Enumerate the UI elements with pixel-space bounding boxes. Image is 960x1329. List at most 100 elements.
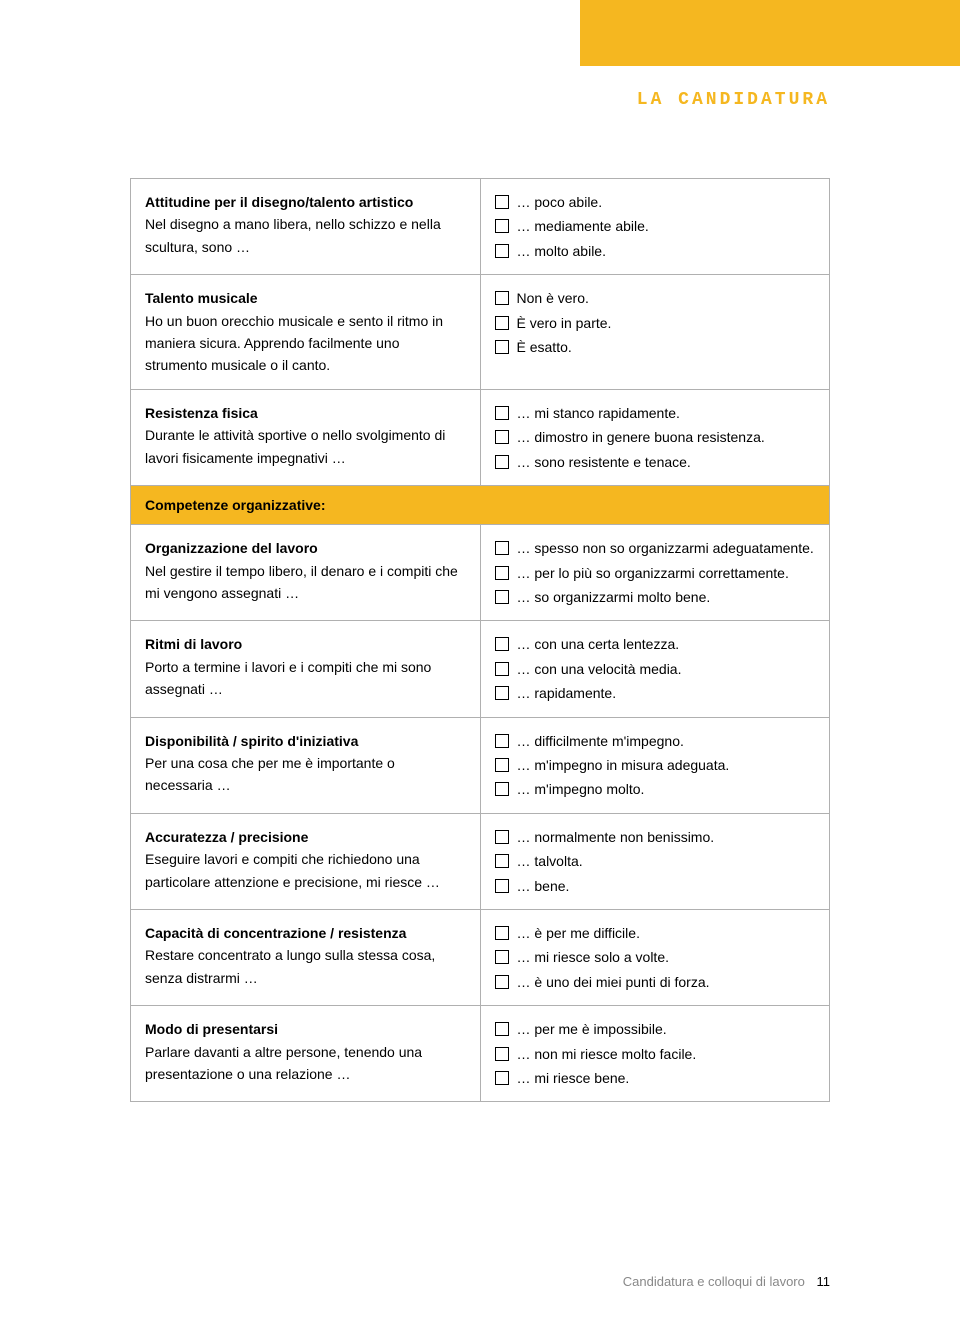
checkbox-icon[interactable] — [495, 340, 509, 354]
page-header: LA CANDIDATURA — [637, 90, 830, 110]
checkbox-icon[interactable] — [495, 566, 509, 580]
question-cell: Organizzazione del lavoro Nel gestire il… — [131, 525, 481, 621]
question-desc: Eseguire lavori e compiti che richiedono… — [145, 851, 440, 889]
checkbox-icon[interactable] — [495, 830, 509, 844]
checkbox-icon[interactable] — [495, 541, 509, 555]
option-label: È vero in parte. — [517, 312, 816, 334]
options-cell: … difficilmente m'impegno. … m'impegno i… — [480, 717, 830, 813]
question-desc: Durante le attività sportive o nello svo… — [145, 427, 445, 465]
option-item: È vero in parte. — [495, 312, 816, 334]
question-cell: Modo di presentarsi Parlare davanti a al… — [131, 1006, 481, 1102]
option-label: … non mi riesce molto facile. — [517, 1043, 816, 1065]
question-cell: Ritmi di lavoro Porto a termine i lavori… — [131, 621, 481, 717]
section-header-row: Competenze organizzative: — [131, 485, 830, 524]
option-label: Non è vero. — [517, 287, 816, 309]
option-item: … mi riesce bene. — [495, 1067, 816, 1089]
checkbox-icon[interactable] — [495, 406, 509, 420]
option-item: … mediamente abile. — [495, 215, 816, 237]
option-item: … molto abile. — [495, 240, 816, 262]
option-item: … difficilmente m'impegno. — [495, 730, 816, 752]
table-row: Resistenza fisica Durante le attività sp… — [131, 389, 830, 485]
option-item: … mi riesce solo a volte. — [495, 946, 816, 968]
option-item: … con una certa lentezza. — [495, 633, 816, 655]
option-label: … difficilmente m'impegno. — [517, 730, 816, 752]
question-cell: Disponibilità / spirito d'iniziativa Per… — [131, 717, 481, 813]
checkbox-icon[interactable] — [495, 734, 509, 748]
option-label: … mi stanco rapidamente. — [517, 402, 816, 424]
assessment-table-wrapper: Attitudine per il disegno/talento artist… — [130, 178, 830, 1102]
question-title: Capacità di concentrazione / resistenza — [145, 925, 406, 941]
option-item: … spesso non so organizzarmi adeguatamen… — [495, 537, 816, 559]
question-desc: Porto a termine i lavori e i compiti che… — [145, 659, 431, 697]
option-item: … rapidamente. — [495, 682, 816, 704]
page-footer: Candidatura e colloqui di lavoro 11 — [623, 1274, 830, 1289]
option-item: … normalmente non benissimo. — [495, 826, 816, 848]
question-title: Talento musicale — [145, 290, 258, 306]
option-label: … mi riesce solo a volte. — [517, 946, 816, 968]
table-row: Modo di presentarsi Parlare davanti a al… — [131, 1006, 830, 1102]
option-label: … con una certa lentezza. — [517, 633, 816, 655]
question-cell: Talento musicale Ho un buon orecchio mus… — [131, 275, 481, 390]
question-cell: Attitudine per il disegno/talento artist… — [131, 179, 481, 275]
table-row: Attitudine per il disegno/talento artist… — [131, 179, 830, 275]
checkbox-icon[interactable] — [495, 244, 509, 258]
checkbox-icon[interactable] — [495, 455, 509, 469]
checkbox-icon[interactable] — [495, 1071, 509, 1085]
option-label: … rapidamente. — [517, 682, 816, 704]
checkbox-icon[interactable] — [495, 1047, 509, 1061]
table-row: Ritmi di lavoro Porto a termine i lavori… — [131, 621, 830, 717]
option-item: … mi stanco rapidamente. — [495, 402, 816, 424]
table-row: Disponibilità / spirito d'iniziativa Per… — [131, 717, 830, 813]
checkbox-icon[interactable] — [495, 1022, 509, 1036]
option-label: … mi riesce bene. — [517, 1067, 816, 1089]
option-item: … so organizzarmi molto bene. — [495, 586, 816, 608]
checkbox-icon[interactable] — [495, 879, 509, 893]
checkbox-icon[interactable] — [495, 316, 509, 330]
checkbox-icon[interactable] — [495, 975, 509, 989]
checkbox-icon[interactable] — [495, 291, 509, 305]
question-title: Disponibilità / spirito d'iniziativa — [145, 733, 358, 749]
checkbox-icon[interactable] — [495, 195, 509, 209]
checkbox-icon[interactable] — [495, 686, 509, 700]
options-cell: … poco abile. … mediamente abile. … molt… — [480, 179, 830, 275]
checkbox-icon[interactable] — [495, 590, 509, 604]
question-desc: Restare concentrato a lungo sulla stessa… — [145, 947, 435, 985]
table-row: Talento musicale Ho un buon orecchio mus… — [131, 275, 830, 390]
question-desc: Parlare davanti a altre persone, tenendo… — [145, 1044, 422, 1082]
table-row: Organizzazione del lavoro Nel gestire il… — [131, 525, 830, 621]
option-label: … m'impegno molto. — [517, 778, 816, 800]
option-label: … talvolta. — [517, 850, 816, 872]
option-item: … m'impegno in misura adeguata. — [495, 754, 816, 776]
options-cell: Non è vero. È vero in parte. È esatto. — [480, 275, 830, 390]
options-cell: … con una certa lentezza. … con una velo… — [480, 621, 830, 717]
table-row: Accuratezza / precisione Eseguire lavori… — [131, 813, 830, 909]
options-cell: … per me è impossibile. … non mi riesce … — [480, 1006, 830, 1102]
page-number: 11 — [817, 1274, 831, 1289]
top-accent-bar — [580, 0, 960, 66]
checkbox-icon[interactable] — [495, 782, 509, 796]
option-label: … spesso non so organizzarmi adeguatamen… — [517, 537, 816, 559]
option-item: … per lo più so organizzarmi correttamen… — [495, 562, 816, 584]
checkbox-icon[interactable] — [495, 854, 509, 868]
question-cell: Capacità di concentrazione / resistenza … — [131, 909, 481, 1005]
option-label: … mediamente abile. — [517, 215, 816, 237]
checkbox-icon[interactable] — [495, 926, 509, 940]
checkbox-icon[interactable] — [495, 662, 509, 676]
checkbox-icon[interactable] — [495, 219, 509, 233]
options-cell: … mi stanco rapidamente. … dimostro in g… — [480, 389, 830, 485]
option-item: … dimostro in genere buona resistenza. — [495, 426, 816, 448]
option-item: … con una velocità media. — [495, 658, 816, 680]
checkbox-icon[interactable] — [495, 430, 509, 444]
option-label: … m'impegno in misura adeguata. — [517, 754, 816, 776]
question-desc: Ho un buon orecchio musicale e sento il … — [145, 313, 443, 374]
option-item: … non mi riesce molto facile. — [495, 1043, 816, 1065]
option-item: … è per me difficile. — [495, 922, 816, 944]
checkbox-icon[interactable] — [495, 950, 509, 964]
option-item: … bene. — [495, 875, 816, 897]
option-label: … normalmente non benissimo. — [517, 826, 816, 848]
option-label: … con una velocità media. — [517, 658, 816, 680]
option-label: … molto abile. — [517, 240, 816, 262]
checkbox-icon[interactable] — [495, 637, 509, 651]
option-item: Non è vero. — [495, 287, 816, 309]
checkbox-icon[interactable] — [495, 758, 509, 772]
